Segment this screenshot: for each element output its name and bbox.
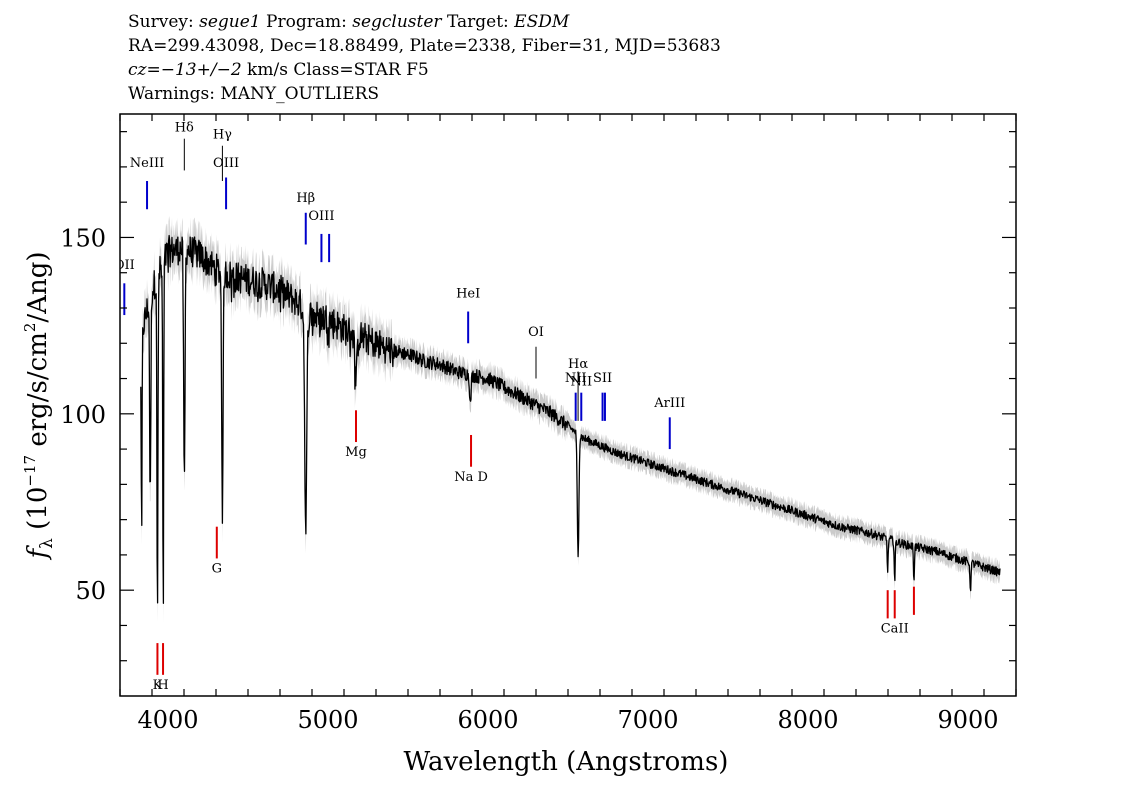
x-tick-label: 7000 xyxy=(617,706,678,734)
line-label: Mg xyxy=(345,445,367,460)
line-label: Na D xyxy=(454,470,488,485)
y-tick-label: 50 xyxy=(75,577,106,605)
x-tick-label: 5000 xyxy=(297,706,358,734)
line-label: G xyxy=(212,562,222,577)
header-line-coordinates: RA=299.43098, Dec=18.88499, Plate=2338, … xyxy=(128,36,721,56)
survey-value: segue1 xyxy=(199,12,261,32)
line-label: ArIII xyxy=(653,396,685,411)
x-axis-title: Wavelength (Angstroms) xyxy=(404,747,729,777)
spectrum-line xyxy=(140,234,1001,604)
program-value: segcluster xyxy=(352,12,442,32)
y-axis-title: fλ (10−17 erg/s/cm2/Ang) xyxy=(21,252,57,561)
line-label: CaII xyxy=(881,622,909,637)
line-label: HeI xyxy=(456,286,480,301)
spectrum-header: Survey: segue1 Program: segcluster Targe… xyxy=(128,10,721,106)
class-value: km/s Class=STAR F5 xyxy=(241,60,429,80)
y-tick-label: 150 xyxy=(60,224,106,252)
line-label: Hδ xyxy=(175,121,194,136)
x-tick-label: 6000 xyxy=(457,706,518,734)
line-label: SII xyxy=(593,371,612,386)
y-axis-mid: erg/s/cm xyxy=(23,332,53,455)
line-label: Hβ xyxy=(296,191,315,206)
axes: 4000 5000 6000 7000 8000 9000 50 100 150 xyxy=(60,114,1017,734)
y-axis-pre: (10 xyxy=(23,487,53,539)
plot-frame xyxy=(119,113,1017,697)
y-axis-post: /Ang) xyxy=(23,252,53,323)
spectrum-error-band xyxy=(140,216,1001,623)
survey-label: Survey: xyxy=(128,12,194,32)
y-axis-lambda: λ xyxy=(37,538,57,549)
line-label: NII xyxy=(565,371,587,386)
header-line-redshift: cz=−13+/−2 km/s Class=STAR F5 xyxy=(128,58,721,82)
line-label: OI xyxy=(528,325,544,340)
header-line-warnings: Warnings: MANY_OUTLIERS xyxy=(128,84,380,104)
y-axis-exp2: 2 xyxy=(21,323,39,333)
line-label: K xyxy=(153,678,163,693)
line-label: OII xyxy=(114,258,135,273)
cz-value: cz=−13+/−2 xyxy=(128,60,242,80)
x-tick-label: 4000 xyxy=(137,706,198,734)
y-axis-exp: −17 xyxy=(21,455,39,487)
line-label: OIII xyxy=(308,209,334,224)
line-label: NII xyxy=(570,375,592,390)
target-label: Target: xyxy=(446,12,509,32)
x-tick-label: 8000 xyxy=(777,706,838,734)
program-label: Program: xyxy=(266,12,347,32)
line-label: H xyxy=(157,678,168,693)
target-value: ESDM xyxy=(514,12,570,32)
line-label: Hγ xyxy=(213,128,232,143)
x-tick-label: 9000 xyxy=(937,706,998,734)
header-line-survey: Survey: segue1 Program: segcluster Targe… xyxy=(128,10,721,34)
y-tick-label: 100 xyxy=(60,401,106,429)
line-label: Hα xyxy=(568,357,588,372)
line-label: OIII xyxy=(213,156,239,171)
line-label: NeIII xyxy=(130,156,164,171)
